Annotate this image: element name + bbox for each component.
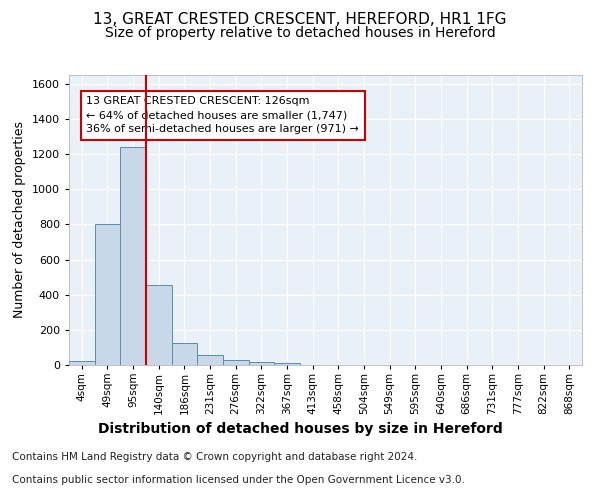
Bar (95, 224, 121, 365)
Bar (197, 355, 223, 365)
Text: Contains HM Land Registry data © Crown copyright and database right 2024.: Contains HM Land Registry data © Crown c… (12, 452, 418, 462)
Bar (248, 362, 274, 365)
Y-axis label: Number of detached properties: Number of detached properties (13, 122, 26, 318)
Bar (172, 343, 197, 365)
Text: Distribution of detached houses by size in Hereford: Distribution of detached houses by size … (98, 422, 502, 436)
Text: 13, GREAT CRESTED CRESCENT, HEREFORD, HR1 1FG: 13, GREAT CRESTED CRESCENT, HEREFORD, HR… (93, 12, 507, 28)
Bar (121, 147, 146, 365)
Text: 13 GREAT CRESTED CRESCENT: 126sqm
← 64% of detached houses are smaller (1,747)
3: 13 GREAT CRESTED CRESCENT: 126sqm ← 64% … (86, 96, 359, 134)
Bar (146, 285, 172, 365)
Text: Size of property relative to detached houses in Hereford: Size of property relative to detached ho… (104, 26, 496, 40)
Text: Contains public sector information licensed under the Open Government Licence v3: Contains public sector information licen… (12, 475, 465, 485)
Bar (69, 360, 95, 365)
Bar (223, 360, 248, 365)
Bar (274, 363, 300, 365)
